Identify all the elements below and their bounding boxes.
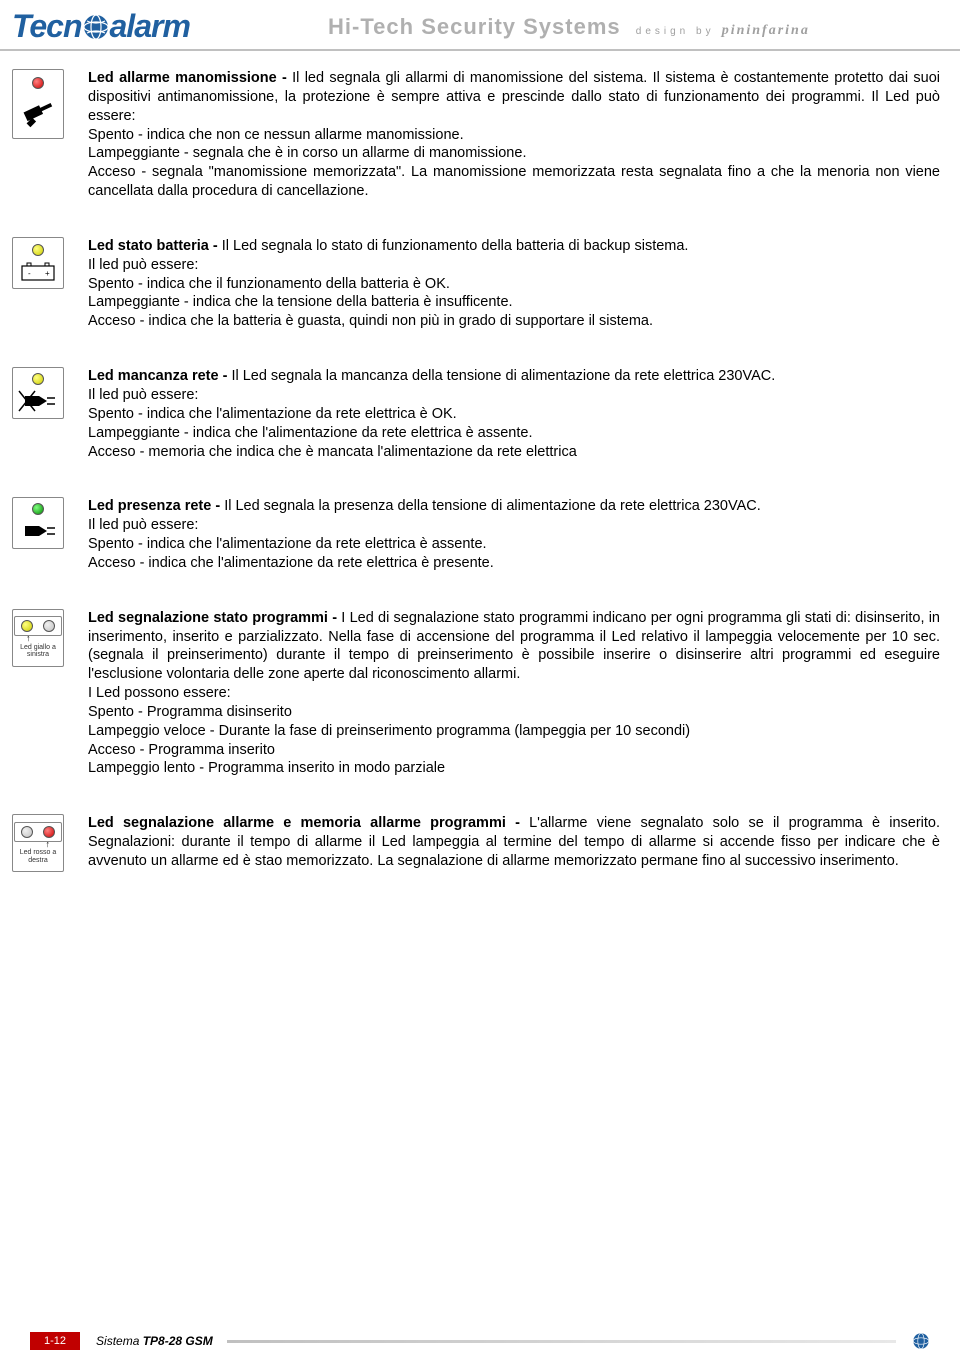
led-yellow-icon xyxy=(32,373,44,385)
icon-label-right: Led rosso a destra xyxy=(17,849,59,864)
page-header: Tecn alarm Hi-Tech Security Systems desi… xyxy=(0,0,960,51)
page-number: 1-12 xyxy=(30,1332,80,1350)
icon-battery: - + xyxy=(12,237,64,289)
icon-program-alarm: ↑ Led rosso a destra xyxy=(12,814,64,872)
text-manomissione: Led allarme manomissione - Il led segnal… xyxy=(88,69,940,201)
icon-power-on xyxy=(12,497,64,549)
footer-divider xyxy=(227,1340,896,1343)
signature: pininfarina xyxy=(722,23,810,38)
led-pair-box xyxy=(14,616,62,636)
led-off-icon xyxy=(43,620,55,632)
section-stato-programmi: ↑ Led giallo a sinistra Led segnalazione… xyxy=(12,609,940,779)
led-off-icon xyxy=(21,826,33,838)
logo-text-2: alarm xyxy=(110,8,190,45)
icon-program-status: ↑ Led giallo a sinistra xyxy=(12,609,64,667)
svg-text:+: + xyxy=(45,269,50,278)
section-presenza-rete: Led presenza rete - Il Led segnala la pr… xyxy=(12,497,940,572)
page-footer: 1-12 Sistema TP8-28 GSM xyxy=(0,1332,960,1350)
led-red-icon xyxy=(32,77,44,89)
text-stato-programmi: Led segnalazione stato programmi - I Led… xyxy=(88,609,940,779)
logo-globe-icon xyxy=(82,13,110,41)
logo-text-1: Tecn xyxy=(12,8,82,45)
footer-system-label: Sistema TP8-28 GSM xyxy=(90,1334,219,1348)
led-yellow-icon xyxy=(32,244,44,256)
plug-crossed-icon xyxy=(17,389,59,413)
icon-no-power xyxy=(12,367,64,419)
section-allarme-programmi: ↑ Led rosso a destra Led segnalazione al… xyxy=(12,814,940,872)
plug-icon xyxy=(17,519,59,543)
icon-label-left: Led giallo a sinistra xyxy=(17,644,59,659)
text-presenza-rete: Led presenza rete - Il Led segnala la pr… xyxy=(88,497,940,572)
battery-icon: - + xyxy=(18,260,58,282)
hammer-icon xyxy=(19,93,57,131)
led-red-icon xyxy=(43,826,55,838)
arrow-up-icon: ↑ xyxy=(46,842,51,847)
tagline: Hi-Tech Security Systems design by pinin… xyxy=(190,14,948,40)
section-batteria: - + Led stato batteria - Il Led segnala … xyxy=(12,237,940,331)
text-mancanza-rete: Led mancanza rete - Il Led segnala la ma… xyxy=(88,367,940,461)
led-pair-box xyxy=(14,822,62,842)
text-allarme-programmi: Led segnalazione allarme e memoria allar… xyxy=(88,814,940,871)
led-yellow-icon xyxy=(21,620,33,632)
icon-tamper xyxy=(12,69,64,139)
section-mancanza-rete: Led mancanza rete - Il Led segnala la ma… xyxy=(12,367,940,461)
led-green-icon xyxy=(32,503,44,515)
text-batteria: Led stato batteria - Il Led segnala lo s… xyxy=(88,237,940,331)
section-manomissione: Led allarme manomissione - Il led segnal… xyxy=(12,69,940,201)
logo: Tecn alarm xyxy=(12,8,190,45)
footer-globe-icon xyxy=(912,1332,930,1350)
design-by-label: design by xyxy=(636,26,715,37)
arrow-up-icon: ↑ xyxy=(26,636,31,641)
content-area: Led allarme manomissione - Il led segnal… xyxy=(0,51,960,872)
svg-text:-: - xyxy=(28,269,31,278)
